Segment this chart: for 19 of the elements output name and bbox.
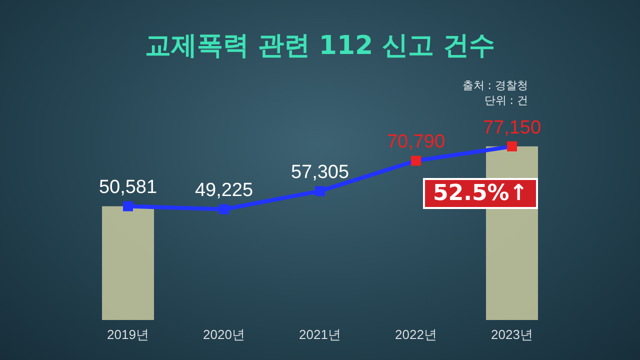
x-tick-label: 2022년 [395,327,437,342]
annotation: 52.5%↑ [423,178,538,209]
x-tick-label: 2023년 [491,327,533,342]
source-note: 출처 : 경찰청 [462,78,528,93]
x-tick-label: 2021년 [299,327,341,342]
data-label: 57,305 [290,162,350,184]
x-tick-label: 2020년 [203,327,245,342]
text: 단위 : 건 [484,93,528,108]
point [123,201,133,212]
chart-title: 교제폭력 관련 112 신고 건수 [144,31,496,61]
point [411,156,421,166]
point [507,141,517,152]
data-label: 70,790 [386,132,446,153]
x-tick-label: 2019년 [107,327,149,342]
point [315,186,325,196]
data-label: 50,581 [98,177,158,198]
data-label: 77,150 [482,117,542,138]
point [219,204,229,214]
data-label: 49,225 [194,180,254,202]
